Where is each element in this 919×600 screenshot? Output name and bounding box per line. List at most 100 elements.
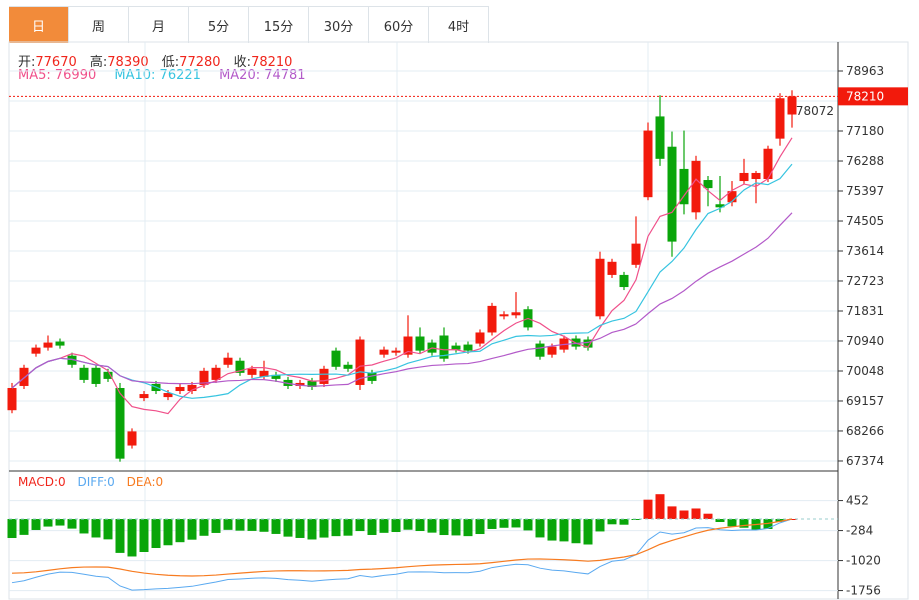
candle-up — [763, 148, 773, 180]
candle-up — [199, 370, 209, 385]
tab-5[interactable]: 30分 — [309, 7, 369, 43]
candle-up — [547, 346, 557, 355]
candle-down — [55, 341, 65, 346]
candle-up — [127, 431, 137, 446]
macd-bar — [127, 519, 137, 557]
candle-down — [331, 350, 341, 367]
candle-down — [103, 371, 113, 379]
candle-down — [439, 335, 449, 359]
price-tick-label: 77180 — [846, 124, 884, 138]
macd-tick-label: 452 — [846, 494, 869, 508]
candle-up — [7, 387, 17, 411]
macd-bar — [523, 519, 533, 531]
candle-down — [367, 372, 377, 381]
candle-down — [667, 146, 677, 242]
high-value: 78390 — [107, 55, 149, 70]
macd-bar — [247, 519, 257, 531]
candle-up — [247, 368, 257, 375]
dea-value: DEA:0 — [126, 475, 164, 489]
tab-2[interactable]: 月 — [129, 7, 189, 43]
macd-bar — [211, 519, 221, 533]
macd-bar — [679, 510, 689, 519]
macd-bar — [655, 494, 665, 519]
high-label: 高: — [89, 55, 108, 70]
macd-bar — [403, 519, 413, 530]
macd-bar — [319, 519, 329, 538]
price-tick-label: 70940 — [846, 334, 884, 348]
candle-down — [67, 355, 77, 365]
macd-bar — [295, 519, 305, 538]
macd-bar — [139, 519, 149, 553]
macd-bar — [607, 519, 617, 525]
candle-up — [631, 243, 641, 265]
macd-bar — [499, 519, 509, 528]
macd-bar — [535, 519, 545, 538]
candle-up — [379, 349, 389, 355]
period-tabs: 日周月 5分 15分 30分 60分 4时 — [9, 6, 489, 43]
candle-up — [139, 394, 149, 399]
dea-line — [11, 518, 793, 577]
candle-up — [319, 368, 329, 384]
candle-down — [271, 374, 281, 379]
macd-bar — [439, 519, 449, 536]
candle-down — [115, 387, 125, 459]
macd-bar — [583, 519, 593, 545]
macd-bar — [739, 519, 749, 528]
candle-down — [235, 360, 245, 373]
price-tick-label: 75397 — [846, 184, 884, 198]
macd-bar — [619, 519, 629, 525]
macd-bar — [115, 519, 125, 553]
candle-down — [655, 116, 665, 159]
price-tick-label: 69157 — [846, 394, 884, 408]
ohlc-readout: 开:77670 高:78390 低:77280 收:78210 — [18, 51, 301, 70]
candle-up — [403, 336, 413, 355]
macd-bar — [235, 519, 245, 531]
macd-tick-label: -1020 — [846, 554, 881, 568]
macd-bar — [31, 519, 41, 530]
ma20-value: MA20: 74781 — [219, 68, 306, 83]
candle-down — [715, 204, 725, 208]
candle-down — [679, 168, 689, 205]
candle-up — [475, 332, 485, 344]
candle-up — [691, 160, 701, 213]
macd-bar — [379, 519, 389, 533]
macd-bar — [559, 519, 569, 542]
macd-bar — [271, 519, 281, 534]
macd-bar — [367, 519, 377, 535]
macd-bar — [427, 519, 437, 533]
macd-bar — [547, 519, 557, 541]
tab-4[interactable]: 15分 — [249, 7, 309, 43]
macd-bar — [19, 519, 29, 535]
candle-up — [19, 367, 29, 386]
last-price-badge — [838, 87, 908, 106]
price-tick-label: 67374 — [846, 454, 884, 468]
candle-up — [295, 382, 305, 386]
price-tick-label: 71831 — [846, 304, 884, 318]
close-label: 收: — [233, 55, 252, 70]
diff-line — [11, 518, 793, 591]
candle-up — [31, 347, 41, 354]
ma5-value: MA5: 76990 — [18, 68, 97, 83]
macd-bar — [475, 519, 485, 535]
tab-3[interactable]: 5分 — [189, 7, 249, 43]
price-tick-label: 73614 — [846, 244, 884, 258]
tab-6[interactable]: 60分 — [369, 7, 429, 43]
candle-down — [307, 380, 317, 387]
candle-up — [499, 314, 509, 317]
low-value: 77280 — [179, 55, 221, 70]
macd-bar — [463, 519, 473, 537]
candle-down — [703, 180, 713, 189]
low-label: 低: — [161, 55, 180, 70]
macd-bar — [451, 519, 461, 536]
tab-7[interactable]: 4时 — [429, 7, 489, 43]
tab-1[interactable]: 周 — [69, 7, 129, 43]
candle-up — [607, 261, 617, 275]
macd-bar — [259, 519, 269, 532]
candle-up — [643, 130, 653, 198]
macd-bar — [571, 519, 581, 544]
tab-0[interactable]: 日 — [9, 7, 69, 43]
macd-bar — [715, 519, 725, 522]
macd-readout: MACD:0 DIFF:0 DEA:0 — [18, 475, 163, 489]
candle-up — [175, 386, 185, 392]
